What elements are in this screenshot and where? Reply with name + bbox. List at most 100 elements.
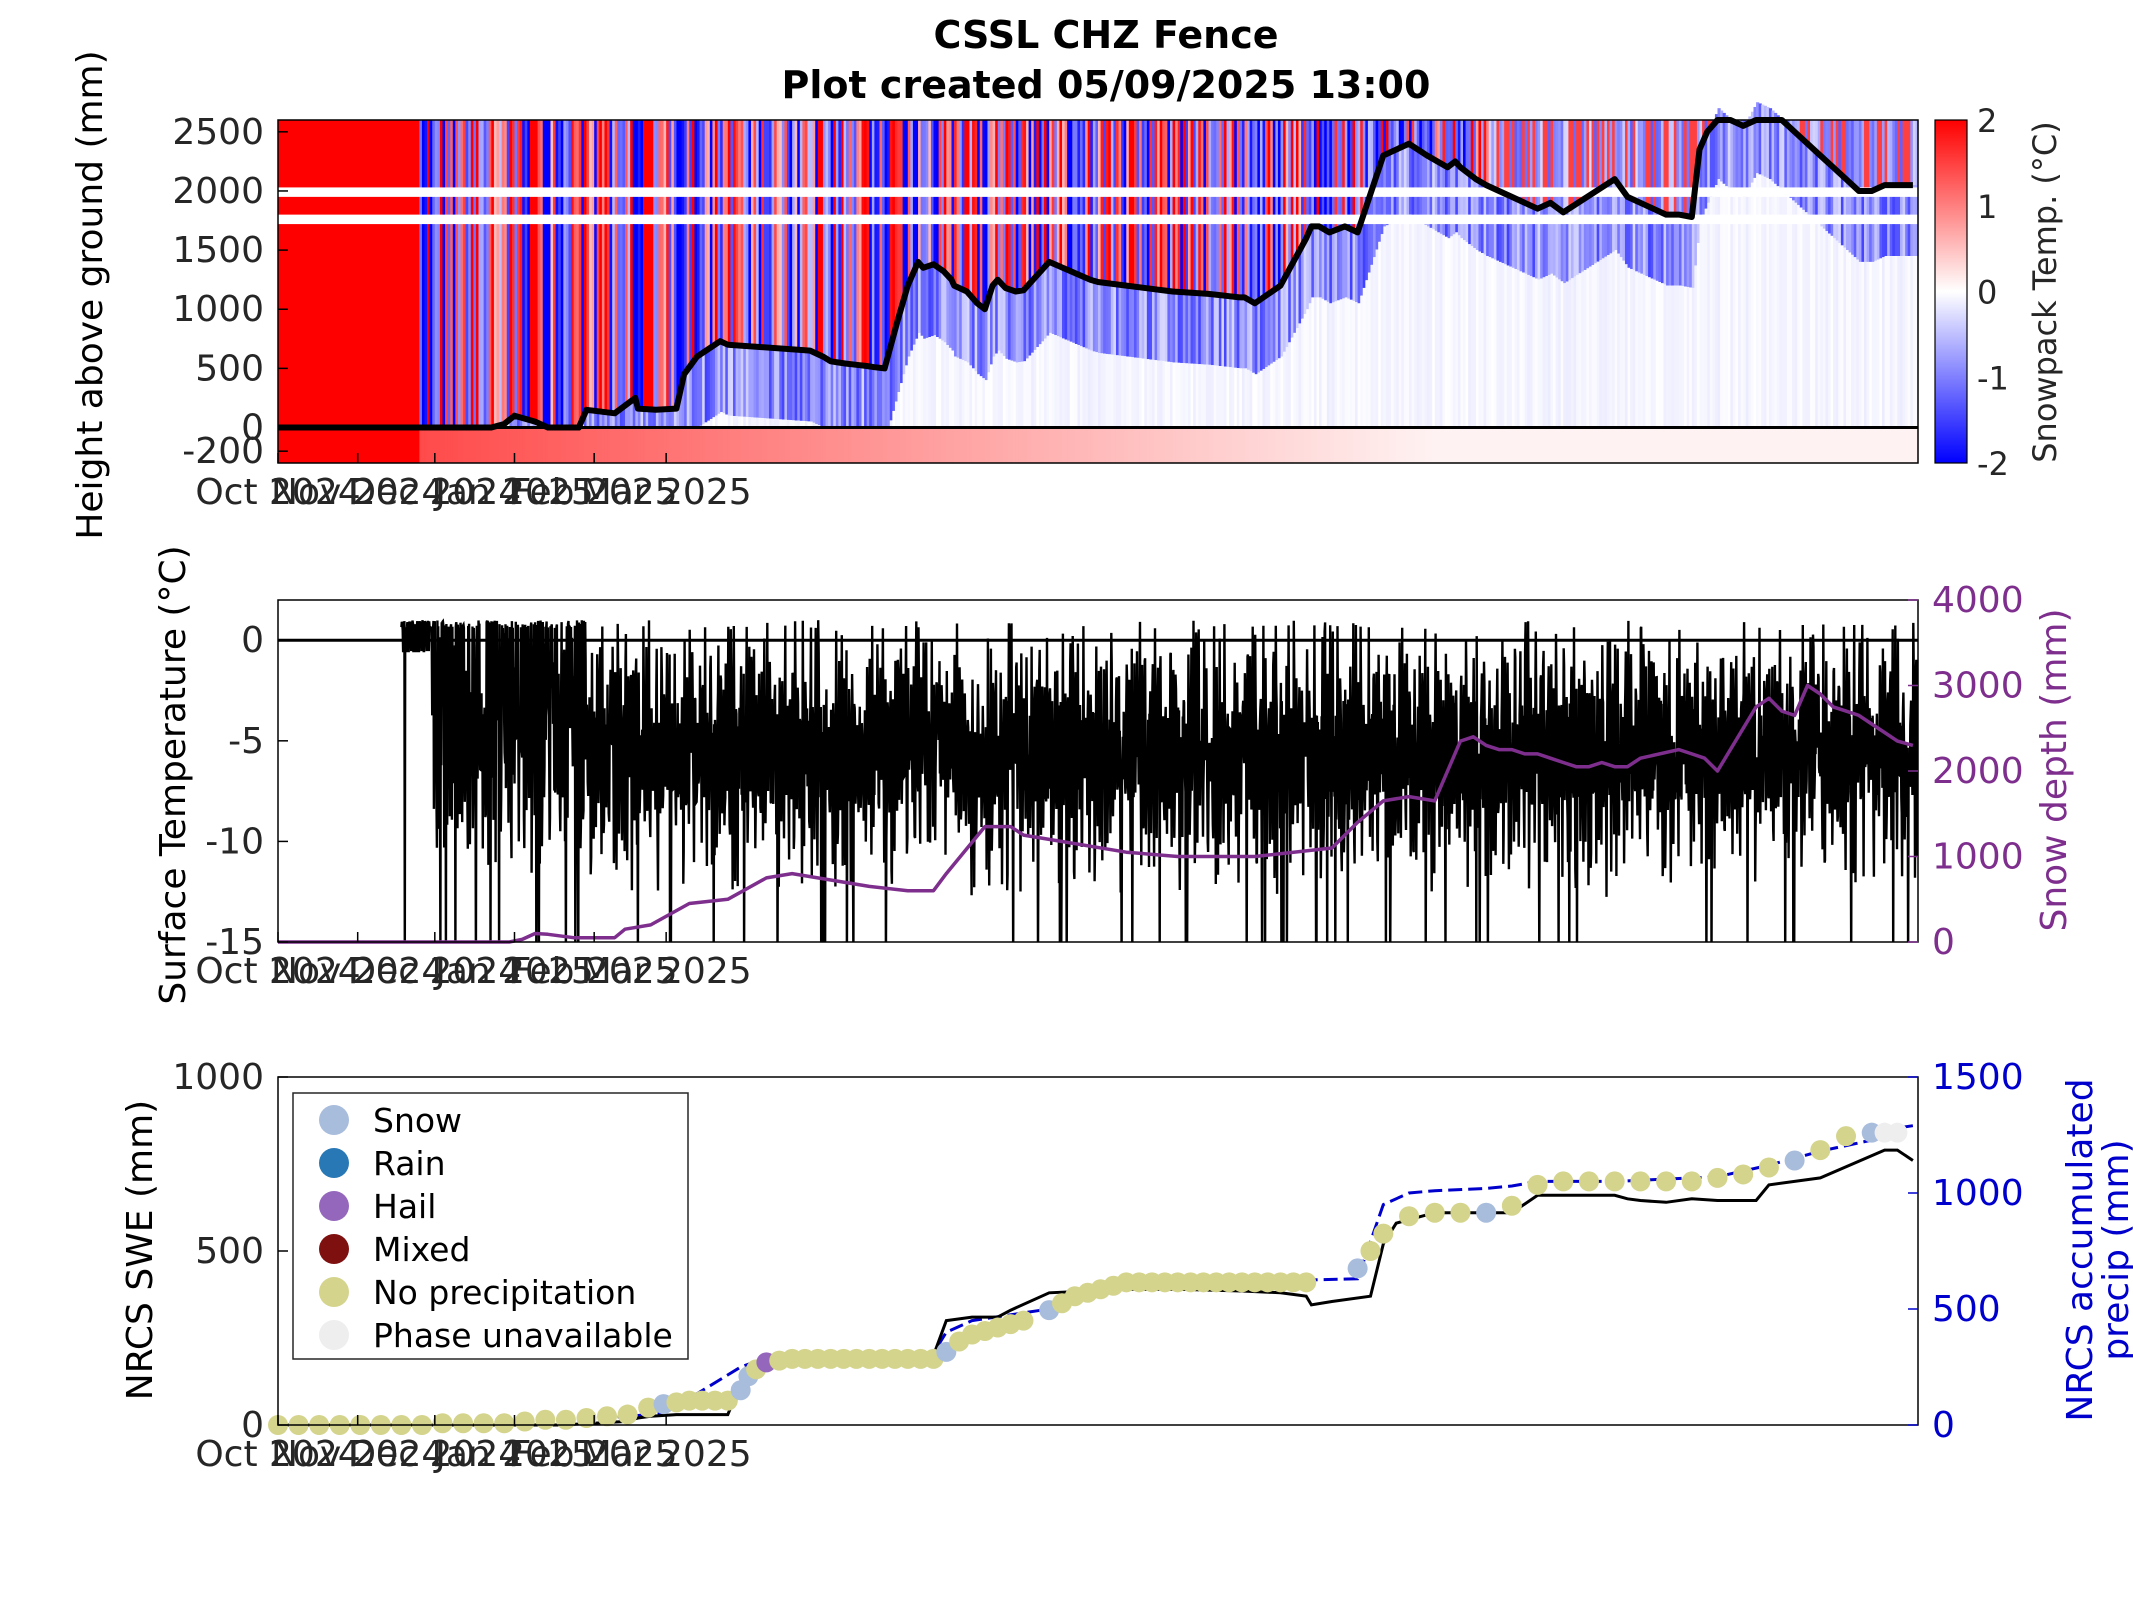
heatmap-cell-ground [668, 427, 672, 463]
heatmap-cell-snow-top [1650, 207, 1654, 279]
heatmap-cell-air [1036, 120, 1040, 277]
heatmap-cell-air [869, 120, 873, 367]
heatmap-cell-snow-top [1699, 149, 1703, 221]
heatmap-cell-ground [936, 427, 940, 463]
heatmap-cell-snow-top [1159, 289, 1163, 361]
heatmap-cell-snow-deep [1337, 300, 1341, 428]
heatmap-cell-snow-top [838, 362, 842, 428]
heatmap-cell-snow-top [1285, 276, 1289, 348]
heatmap-cell-ground [1576, 427, 1580, 463]
heatmap-cell-snow-top [1866, 190, 1870, 262]
heatmap-cell-ground [617, 427, 621, 463]
heatmap-cell-air [681, 120, 685, 386]
heatmap-cell-air [1095, 120, 1099, 282]
heatmap-cell-snow-top [972, 297, 976, 369]
heatmap-cell-ground [1864, 427, 1868, 463]
heatmap-cell-snow-top [1352, 229, 1356, 301]
heatmap-cell-air [344, 120, 349, 428]
heatmap-cell-snow-deep [1249, 371, 1253, 428]
heatmap-cell-snow-deep [707, 420, 711, 428]
heatmap-cell-snow-deep [1067, 340, 1071, 428]
heatmap-cell-snow-deep [1756, 173, 1760, 428]
heatmap-cell-air [524, 120, 528, 419]
heatmap-cell-ground [493, 427, 498, 463]
heatmap-cell-snow-deep [1398, 219, 1402, 428]
heatmap-cell-ground [1077, 427, 1081, 463]
heatmap-cell-snow-deep [1103, 353, 1107, 428]
heatmap-cell-air [1812, 120, 1816, 149]
y2-axis-label-line2: precip (mm) [2096, 1139, 2133, 1360]
heatmap-cell-ground [1213, 427, 1217, 463]
heatmap-cell-snow-top [748, 346, 752, 418]
heatmap-cell-snow-top [594, 410, 598, 428]
heatmap-cell-snow-top [1624, 193, 1629, 265]
heatmap-cell-ground [1573, 427, 1577, 463]
heatmap-cell-snow-top [1784, 122, 1788, 194]
heatmap-cell-snow-top [964, 290, 968, 362]
heatmap-cell-snow-top [1200, 293, 1204, 365]
heatmap-cell-ground [406, 427, 410, 463]
heatmap-cell-snow-top [1321, 227, 1325, 299]
phase-point [638, 1397, 659, 1418]
heatmap-cell-air [367, 120, 372, 428]
heatmap-cell-ground [1534, 427, 1539, 463]
heatmap-cell-snow-deep [1211, 365, 1215, 428]
heatmap-cell-snow-top [1115, 284, 1120, 356]
heatmap-cell-air [1208, 120, 1212, 294]
colorbar-label: Snowpack Temp. (°C) [2026, 121, 2064, 463]
heatmap-cell-snow-top [1254, 303, 1258, 375]
heatmap-cell-ground [1792, 427, 1796, 463]
heatmap-cell-ground [398, 427, 402, 463]
heatmap-cell-air [894, 120, 899, 331]
heatmap-cell-air [298, 120, 302, 428]
heatmap-cell-snow-top [1743, 125, 1747, 197]
heatmap-cell-ground [1527, 427, 1531, 463]
heatmap-cell-ground [1632, 427, 1636, 463]
heatmap-cell-air [848, 120, 852, 364]
heatmap-cell-snow-top [720, 341, 724, 413]
heatmap-cell-air [712, 120, 716, 347]
heatmap-cell-ground [1622, 427, 1626, 463]
heatmap-cell-ground [933, 427, 937, 463]
heatmap-cell-ground [1745, 427, 1749, 463]
heatmap-cell-air [1403, 120, 1408, 147]
heatmap-cell-ground [1465, 427, 1469, 463]
heatmap-cell-snow-deep [984, 380, 989, 428]
heatmap-cell-air [1437, 120, 1441, 162]
heatmap-cell-ground [511, 427, 516, 463]
heatmap-cell-snow-top [930, 265, 935, 337]
heatmap-cell-air [283, 120, 287, 428]
heatmap-cell-air [514, 120, 518, 416]
heatmap-cell-snow-deep [1581, 271, 1585, 428]
heatmap-cell-snow-deep [1087, 349, 1091, 428]
heatmap-cell-ground [1475, 427, 1480, 463]
y2-tick-label: 1000 [1932, 1173, 2024, 1214]
heatmap-cell-snow-deep [1198, 364, 1202, 428]
heatmap-cell-snow-deep [1123, 356, 1127, 428]
heatmap-cell-snow-deep [1252, 372, 1256, 428]
heatmap-cell-ground [1445, 427, 1449, 463]
heatmap-cell-snow-deep [1663, 284, 1667, 428]
heatmap-cell-air [1609, 120, 1613, 183]
heatmap-cell-ground [1044, 427, 1048, 463]
heatmap-cell-air [1218, 120, 1222, 296]
heatmap-cell-ground [820, 427, 824, 463]
heatmap-cell-ground [1421, 427, 1426, 463]
heatmap-cell-snow-top [792, 349, 796, 421]
heatmap-cell-snow-top [884, 368, 888, 428]
heatmap-cell-ground [1506, 427, 1510, 463]
heatmap-cell-air [1020, 120, 1025, 291]
heatmap-cell-snow-deep [912, 344, 917, 428]
heatmap-cell-ground [1565, 427, 1570, 463]
heatmap-cell-ground [581, 427, 585, 463]
heatmap-cell-snow-top [915, 267, 919, 339]
heatmap-cell-snow-top [738, 345, 742, 417]
heatmap-cell-snow-deep [1347, 298, 1351, 428]
heatmap-cell-snow-top [784, 348, 788, 420]
heatmap-cell-snow-top [1465, 171, 1469, 243]
heatmap-cell-air [1563, 120, 1567, 213]
heatmap-cell-snow-deep [1339, 299, 1343, 428]
heatmap-cell-ground [663, 427, 667, 463]
heatmap-cell-snow-top [974, 300, 978, 372]
